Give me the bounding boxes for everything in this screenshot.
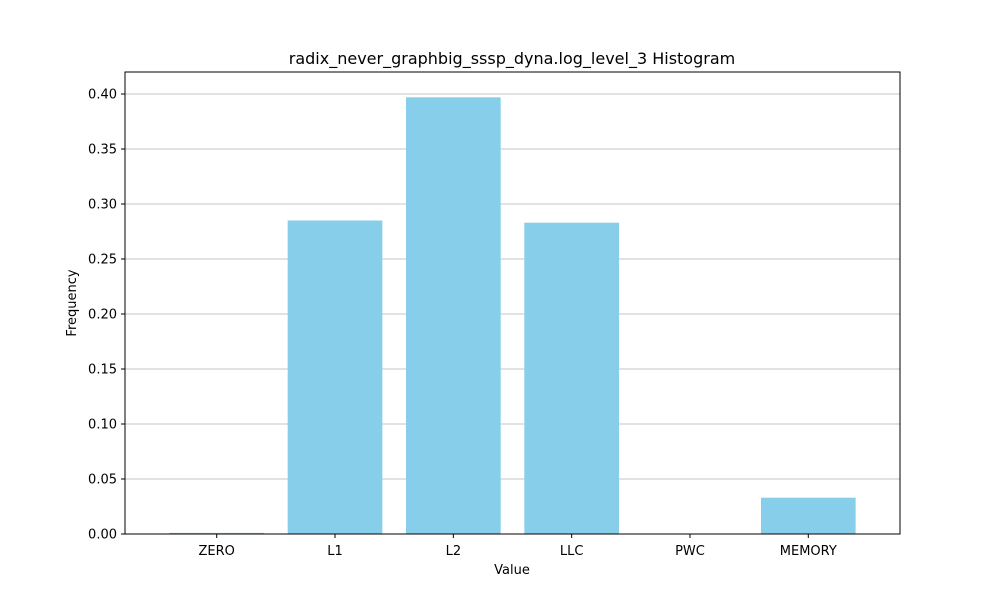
y-tick-label: 0.15 [88, 363, 117, 378]
chart-title: radix_never_graphbig_sssp_dyna.log_level… [289, 49, 735, 69]
bar-llc [524, 222, 619, 534]
x-tick-label: L1 [327, 544, 343, 559]
y-axis-ticks: 0.00 0.05 0.10 0.15 0.20 0.25 0.30 0.35 0.40 [88, 88, 125, 543]
x-tick-label: MEMORY [780, 544, 837, 559]
y-tick-label: 0.10 [88, 418, 117, 433]
gridlines [125, 93, 900, 535]
bar-memory [760, 497, 856, 534]
x-axis-label: Value [494, 563, 530, 578]
bar-l2 [406, 97, 501, 535]
x-tick-label: LLC [560, 544, 584, 559]
y-axis-label: Frequency [65, 269, 80, 336]
y-tick-label: 0.40 [88, 88, 117, 103]
x-axis-ticks: ZERO L1 L2 LLC PWC MEMORY [199, 534, 837, 559]
x-tick-label: ZERO [199, 544, 235, 559]
x-tick-label: PWC [675, 544, 705, 559]
y-tick-label: 0.05 [88, 473, 117, 488]
bars [169, 97, 856, 535]
bar-zero [169, 532, 265, 534]
plot-area-frame [124, 71, 901, 535]
y-tick-label: 0.20 [88, 308, 117, 323]
bar-l1 [287, 220, 383, 534]
y-tick-label: 0.35 [88, 143, 117, 158]
y-tick-label: 0.25 [88, 253, 117, 268]
y-tick-label: 0.00 [88, 528, 117, 543]
y-tick-label: 0.30 [88, 198, 117, 213]
x-tick-label: L2 [446, 544, 462, 559]
